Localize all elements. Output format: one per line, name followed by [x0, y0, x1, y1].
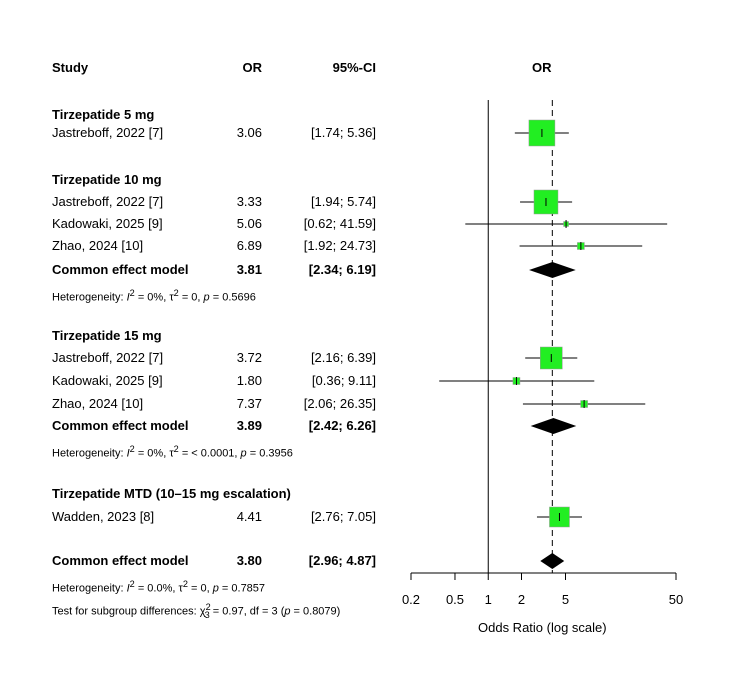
pooled-ci: [2.42; 6.26] — [308, 418, 376, 433]
x-tick-label: 2 — [518, 592, 525, 607]
study-name: Zhao, 2024 [10] — [52, 238, 144, 253]
x-tick-label: 5 — [562, 592, 569, 607]
x-axis-label: Odds Ratio (log scale) — [478, 620, 607, 635]
study-ci: [1.74; 5.36] — [310, 125, 376, 140]
study-or: 7.37 — [236, 396, 262, 411]
overall-or: 3.80 — [236, 553, 262, 568]
study-or: 3.33 — [236, 194, 262, 209]
x-tick-label: 0.2 — [402, 592, 420, 607]
pooled-label: Common effect model — [52, 418, 189, 433]
study-name: Jastreboff, 2022 [7] — [52, 350, 164, 365]
header-study: Study — [52, 60, 89, 75]
study-or: 3.72 — [236, 350, 262, 365]
study-ci: [2.76; 7.05] — [310, 509, 376, 524]
study-name: Jastreboff, 2022 [7] — [52, 125, 164, 140]
study-or: 5.06 — [236, 216, 262, 231]
study-name: Wadden, 2023 [8] — [52, 509, 155, 524]
study-ci: [0.62; 41.59] — [303, 216, 376, 231]
header-or: OR — [242, 60, 263, 75]
pooled-ci: [2.34; 6.19] — [308, 262, 376, 277]
group-title: Tirzepatide 5 mg — [52, 107, 155, 122]
group-title: Tirzepatide 10 mg — [52, 172, 162, 187]
study-name: Jastreboff, 2022 [7] — [52, 194, 164, 209]
x-tick-label: 1 — [485, 592, 492, 607]
heterogeneity-text: Heterogeneity: I2 = 0%, τ2 = < 0.0001, p… — [52, 444, 293, 460]
study-or: 4.41 — [236, 509, 262, 524]
study-or: 3.06 — [236, 125, 262, 140]
header-plot-or: OR — [532, 60, 552, 75]
x-tick-label: 0.5 — [446, 592, 464, 607]
subgroup-test-text: Test for subgroup differences: χ23 = 0.9… — [52, 602, 341, 620]
pooled-label: Common effect model — [52, 262, 189, 277]
study-or: 6.89 — [236, 238, 262, 253]
overall-label: Common effect model — [52, 553, 189, 568]
study-name: Kadowaki, 2025 [9] — [52, 373, 163, 388]
study-name: Kadowaki, 2025 [9] — [52, 216, 163, 231]
pooled-diamond — [529, 262, 576, 278]
study-name: Zhao, 2024 [10] — [52, 396, 144, 411]
overall-ci: [2.96; 4.87] — [308, 553, 376, 568]
study-ci: [2.06; 26.35] — [303, 396, 376, 411]
pooled-diamond — [540, 553, 565, 569]
pooled-diamond — [530, 418, 577, 434]
group-title: Tirzepatide MTD (10–15 mg escalation) — [52, 486, 291, 501]
study-ci: [1.94; 5.74] — [310, 194, 376, 209]
x-tick-label: 50 — [669, 592, 683, 607]
study-ci: [0.36; 9.11] — [311, 373, 376, 388]
header-ci: 95%-CI — [332, 60, 376, 75]
study-or: 1.80 — [236, 373, 262, 388]
group-title: Tirzepatide 15 mg — [52, 328, 162, 343]
heterogeneity-text: Heterogeneity: I2 = 0.0%, τ2 = 0, p = 0.… — [52, 579, 266, 595]
pooled-or: 3.89 — [236, 418, 262, 433]
pooled-or: 3.81 — [236, 262, 262, 277]
heterogeneity-text: Heterogeneity: I2 = 0%, τ2 = 0, p = 0.56… — [52, 288, 256, 304]
study-ci: [2.16; 6.39] — [310, 350, 376, 365]
study-ci: [1.92; 24.73] — [303, 238, 376, 253]
